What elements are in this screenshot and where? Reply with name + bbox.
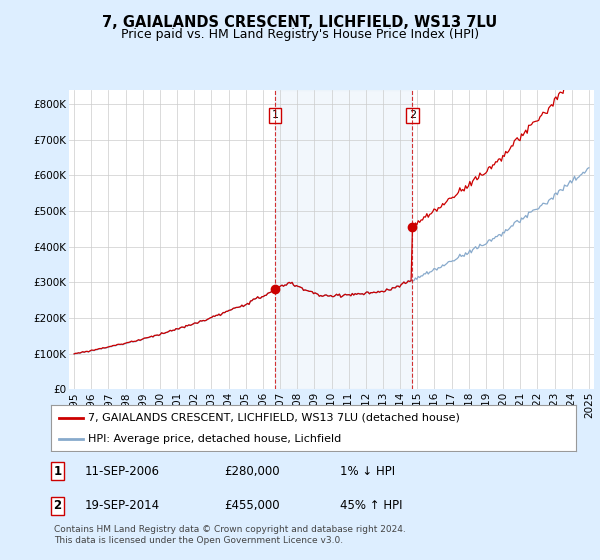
Text: 11-SEP-2006: 11-SEP-2006 [85,465,160,478]
Text: Contains HM Land Registry data © Crown copyright and database right 2024.
This d: Contains HM Land Registry data © Crown c… [54,525,406,545]
Text: 45% ↑ HPI: 45% ↑ HPI [340,499,402,512]
Text: Price paid vs. HM Land Registry's House Price Index (HPI): Price paid vs. HM Land Registry's House … [121,28,479,41]
Text: 19-SEP-2014: 19-SEP-2014 [85,499,160,512]
Text: 2: 2 [53,499,61,512]
Text: 2: 2 [409,110,416,120]
Text: 1: 1 [271,110,278,120]
Text: 1% ↓ HPI: 1% ↓ HPI [340,465,395,478]
Bar [275,90,412,389]
Text: £455,000: £455,000 [224,499,280,512]
Text: 1: 1 [53,465,61,478]
Text: 7, GAIALANDS CRESCENT, LICHFIELD, WS13 7LU: 7, GAIALANDS CRESCENT, LICHFIELD, WS13 7… [103,15,497,30]
Text: HPI: Average price, detached house, Lichfield: HPI: Average price, detached house, Lich… [88,435,341,444]
Text: 7, GAIALANDS CRESCENT, LICHFIELD, WS13 7LU (detached house): 7, GAIALANDS CRESCENT, LICHFIELD, WS13 7… [88,413,460,423]
Text: £280,000: £280,000 [224,465,280,478]
